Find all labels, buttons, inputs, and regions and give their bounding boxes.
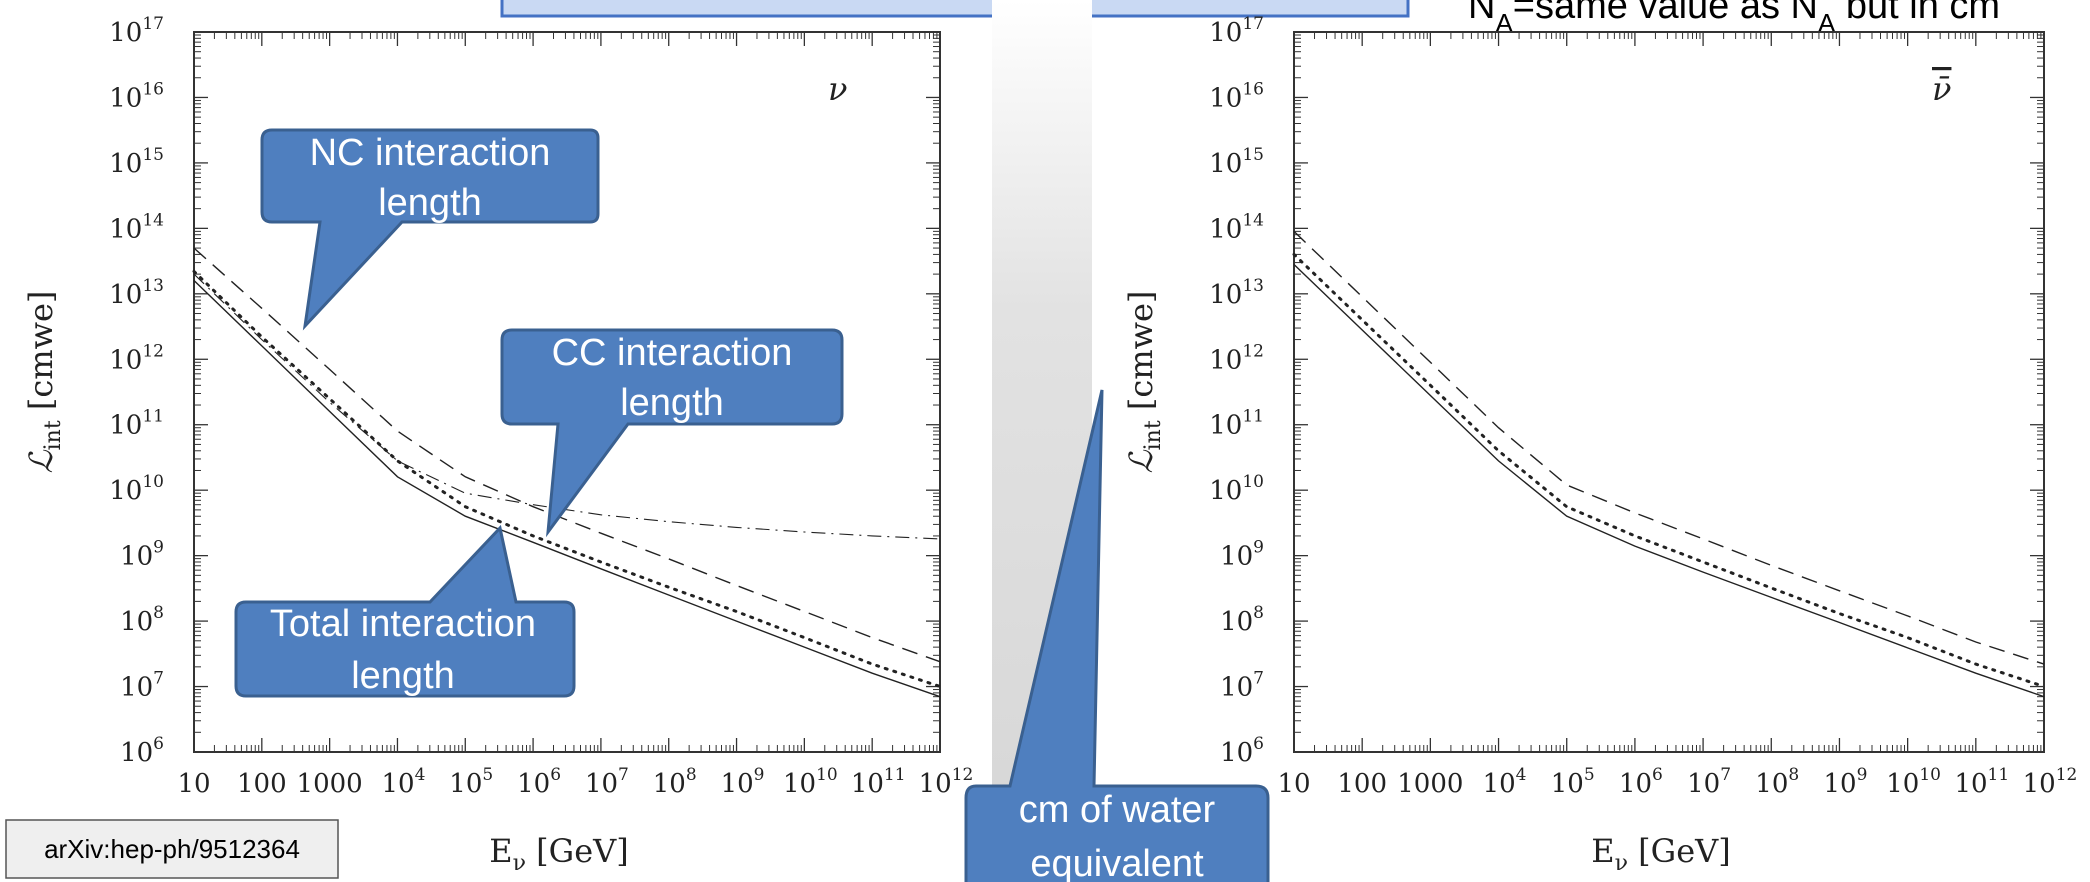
- y-axis-label: ℒint [cmwe]: [1122, 291, 1166, 474]
- y-tick-label: 1016: [109, 79, 164, 113]
- callout-shape: [234, 524, 576, 698]
- y-tick-label: 1010: [109, 472, 164, 506]
- callout-total-interaction-length: Total interaction length: [234, 524, 576, 698]
- y-tick-label: 1017: [109, 14, 164, 48]
- x-tick-label: 107: [585, 765, 629, 799]
- callout-cc-interaction-length: CC interaction length: [500, 328, 844, 538]
- x-tick-label: 104: [381, 765, 425, 799]
- y-tick-label: 1010: [1209, 472, 1264, 506]
- x-tick-label: 100: [1337, 769, 1387, 799]
- minor-ticks: [1294, 32, 2044, 752]
- x-tick-label: 1010: [783, 765, 838, 799]
- y-tick-label: 1015: [109, 145, 164, 179]
- x-axis-label: Eν [GeV]: [1591, 832, 1730, 876]
- x-tick-label: 109: [721, 765, 765, 799]
- x-tick-label: 1000: [297, 769, 363, 799]
- y-axis-label: ℒint [cmwe]: [22, 291, 66, 474]
- x-tick-label: 107: [1687, 765, 1731, 799]
- y-tick-label: 109: [1220, 538, 1264, 572]
- avogadro-note: NA=same value as NA but in cm: [1468, 0, 2000, 38]
- y-tick-label: 107: [1220, 669, 1264, 703]
- callout-line-2: equivalent: [1030, 843, 1204, 882]
- y-tick-label: 107: [120, 669, 164, 703]
- x-tick-label: 100: [237, 769, 287, 799]
- y-tick-label: 1017: [1209, 14, 1264, 48]
- callout-line-1: CC interaction: [552, 332, 793, 374]
- y-tick-label: 108: [1220, 603, 1264, 637]
- callout-nc-interaction-length: NC interaction length: [260, 128, 600, 331]
- series-layer: [192, 247, 942, 698]
- y-tick-labels: 106 107 108 109 1010 1011 1012 1013 1014 1015 1016…: [1209, 14, 1264, 768]
- callout-line-1: cm of water: [1019, 789, 1216, 831]
- x-tick-label: 10: [1277, 769, 1310, 799]
- series-layer: [1292, 230, 2046, 698]
- series-line-solid: [193, 279, 941, 698]
- y-tick-label: 1014: [109, 210, 164, 244]
- x-tick-label: 105: [449, 765, 493, 799]
- x-tick-label: 106: [1619, 765, 1663, 799]
- y-tick-label: 1015: [1209, 145, 1264, 179]
- callout-line-2: length: [378, 182, 482, 224]
- x-tick-label: 104: [1483, 765, 1527, 799]
- x-tick-label: 105: [1551, 765, 1595, 799]
- x-tick-label: 106: [517, 765, 561, 799]
- x-tick-label: 1010: [1886, 765, 1941, 799]
- callout-line-2: length: [351, 655, 455, 697]
- plot-frame: [1293, 31, 2045, 753]
- major-ticks: [1293, 31, 2045, 753]
- y-tick-label: 106: [120, 734, 164, 768]
- y-tick-label: 1012: [1209, 341, 1264, 375]
- panel-symbol: ν̄: [1932, 70, 1951, 108]
- x-tick-label: 1011: [1954, 765, 2009, 799]
- y-tick-label: 1013: [1209, 276, 1264, 310]
- callout-line-2: length: [620, 382, 724, 424]
- panel-symbol: ν: [828, 70, 847, 108]
- x-tick-label: 108: [1755, 765, 1799, 799]
- series-line-dotted: [1292, 252, 2046, 688]
- series-line-dashed: [1293, 230, 2045, 665]
- x-tick-label: 1000: [1397, 769, 1463, 799]
- x-tick-labels: 10 100 1000 104 105 106 107 108 109 1010 1011 1012: [177, 765, 973, 799]
- callout-shape: [500, 328, 844, 538]
- y-tick-label: 1012: [109, 341, 164, 375]
- x-tick-label: 1011: [851, 765, 906, 799]
- y-tick-label: 108: [120, 603, 164, 637]
- callout-cm-water-equivalent: cm of water equivalent: [964, 389, 1270, 882]
- y-tick-label: 1011: [109, 407, 164, 441]
- x-tick-label: 108: [653, 765, 697, 799]
- callout-shape: [964, 389, 1270, 882]
- y-tick-labels: 106 107 108 109 1010 1011 1012 1013 1014 1015 1016…: [109, 14, 164, 768]
- callout-line-1: Total interaction: [270, 603, 536, 645]
- reference-frame: [5, 819, 339, 879]
- reference-label: arXiv:hep-ph/9512364: [44, 834, 300, 864]
- top-banner: [500, 0, 1410, 18]
- x-tick-label: 10: [177, 769, 210, 799]
- y-tick-label: 106: [1220, 734, 1264, 768]
- y-tick-label: 1016: [1209, 79, 1264, 113]
- y-tick-label: 1014: [1209, 210, 1264, 244]
- reference-box: arXiv:hep-ph/9512364: [5, 819, 339, 879]
- y-tick-label: 109: [120, 538, 164, 572]
- x-tick-label: 1012: [919, 765, 974, 799]
- minor-ticks: [194, 32, 940, 752]
- y-tick-label: 1013: [109, 276, 164, 310]
- x-tick-label: 109: [1823, 765, 1867, 799]
- series-line-dashed: [193, 247, 941, 663]
- y-tick-label: 1011: [1209, 407, 1264, 441]
- series-line-solid: [1293, 263, 2045, 698]
- series-line-dotted: [192, 269, 942, 688]
- x-axis-label: Eν [GeV]: [489, 832, 628, 876]
- chart-panel-antineutrino: 10 100 1000 104 105 106 107 108 109 1010 1011 1012 …: [1122, 14, 2077, 876]
- callout-line-1: NC interaction: [310, 132, 551, 174]
- plot-frame: [193, 31, 941, 753]
- x-tick-labels: 10 100 1000 104 105 106 107 108 109 1010 1011 1012: [1277, 765, 2077, 799]
- callout-shape: [260, 128, 600, 331]
- series-line-dashdot: [193, 273, 941, 540]
- chart-panel-neutrino: 10 100 1000 104 105 106 107 108 109 1010 1011 1012 …: [22, 14, 973, 876]
- x-tick-label: 1012: [2023, 765, 2078, 799]
